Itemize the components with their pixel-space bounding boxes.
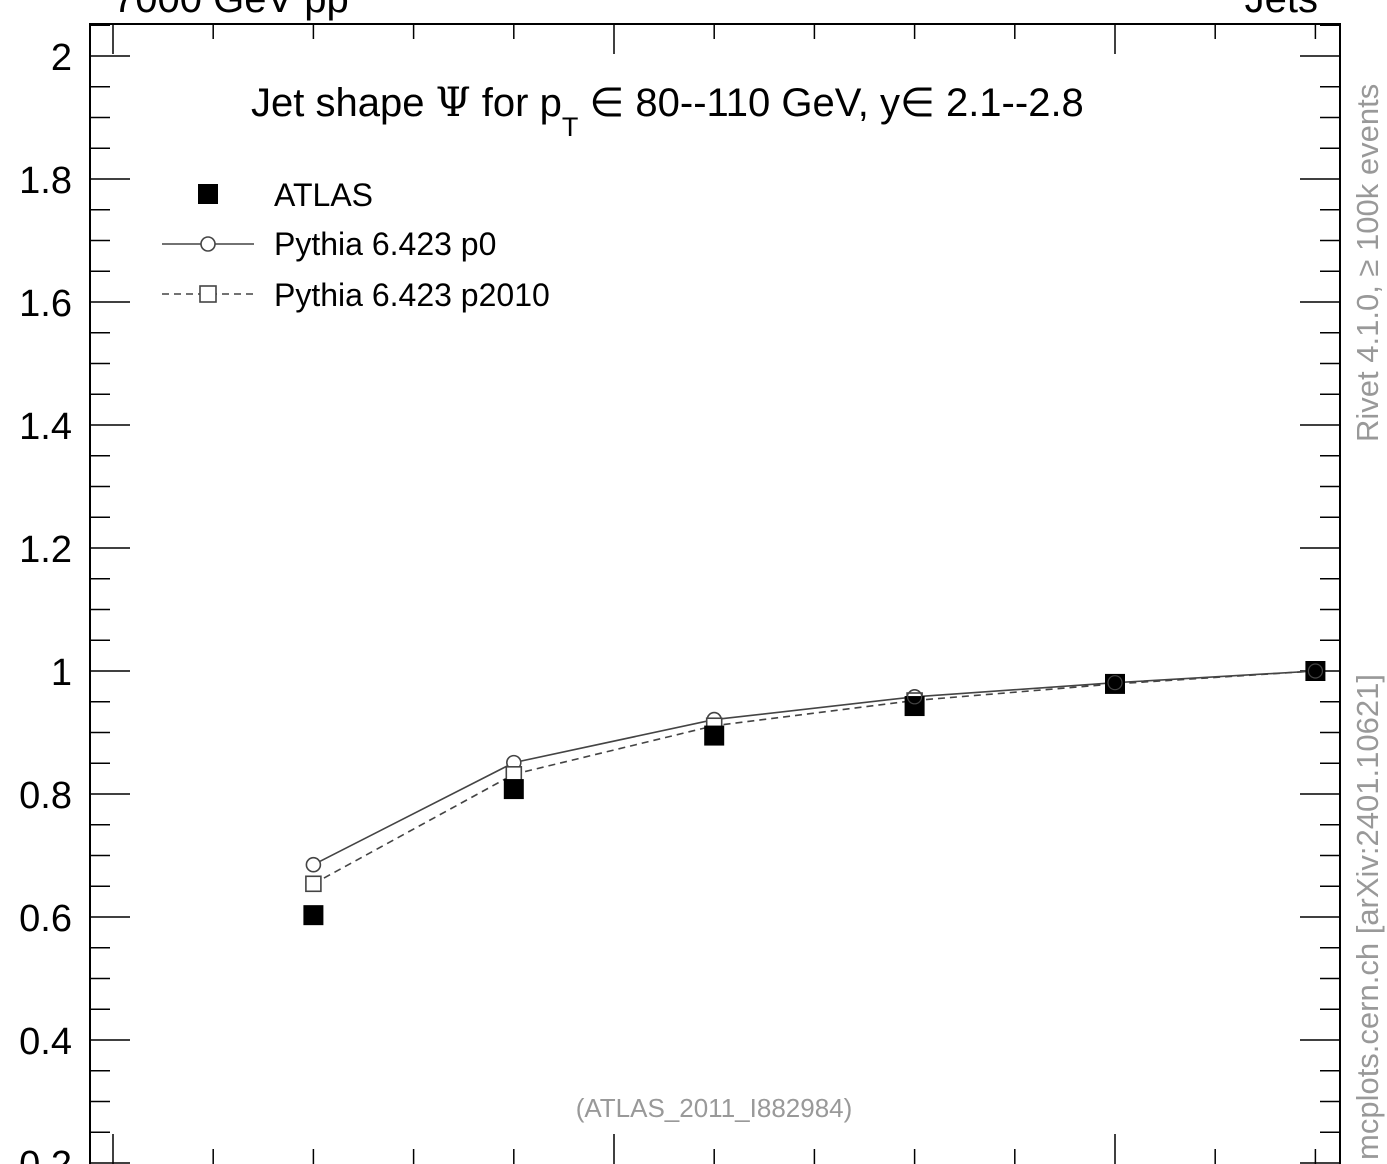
data-point-p0-overlay (906, 689, 923, 705)
axes-group: 0.2 0.4 0.6 0.8 1 1.2 1.4 1.6 1.8 2 (19, 24, 1340, 1164)
legend: ATLAS Pythia 6.423 p0 Pythia 6.423 p2010 (162, 177, 550, 313)
y-tick-label: 0.4 (19, 1021, 72, 1063)
chart-title: Jet shape Ψ for pT ∈ 80--110 GeV, y∈ 2.1… (251, 80, 1084, 142)
y-tick-label: 1.4 (19, 406, 72, 448)
data-point-p2010 (305, 875, 322, 893)
y-tick-label: 0.6 (19, 898, 72, 940)
data-point-atlas (503, 779, 524, 800)
data-point-atlas (704, 725, 725, 746)
legend-atlas-label: ATLAS (274, 177, 373, 213)
y-tick-label: 1.6 (19, 283, 72, 325)
title-prefix: Jet shape (251, 81, 436, 125)
data-point-atlas (303, 905, 324, 926)
series-1-line (313, 670, 1316, 866)
y-tick-label: 1.8 (19, 160, 72, 202)
legend-p0-marker (200, 236, 216, 252)
title-psi-symbol: Ψ (436, 80, 471, 126)
header-left-label: 7000 GeV pp (113, 0, 349, 21)
y-tick-label: 2 (51, 37, 72, 79)
series-markers-group (303, 661, 1326, 926)
plot-frame (89, 23, 1341, 1164)
data-point-p0-overlay (1307, 663, 1324, 679)
y-tick-label: 0.8 (19, 775, 72, 817)
title-suffix: ∈ 80--110 GeV, y∈ 2.1--2.8 (578, 81, 1084, 125)
analysis-id-annotation: (ATLAS_2011_I882984) (576, 1093, 853, 1123)
data-point-p0 (305, 856, 322, 873)
legend-p2010-label: Pythia 6.423 p2010 (274, 277, 550, 313)
data-point-p0-overlay (1107, 675, 1123, 691)
title-subscript: T (562, 112, 579, 142)
y-tick-label: 1.2 (19, 529, 72, 571)
side-label-mcplots: mcplots.cern.ch [arXiv:2401.10621] (1350, 674, 1385, 1160)
title-mid: for p (471, 81, 562, 125)
legend-p0-label: Pythia 6.423 p0 (274, 226, 496, 262)
y-tick-label: 1 (51, 652, 72, 694)
data-point-atlas (1105, 673, 1125, 694)
series-lines-group (313, 670, 1316, 885)
y-tick-label: 0.2 (19, 1144, 72, 1164)
legend-atlas-marker (198, 184, 218, 204)
legend-p2010-marker (199, 285, 217, 303)
side-label-rivet: Rivet 4.1.0, ≥ 100k events (1350, 84, 1385, 442)
